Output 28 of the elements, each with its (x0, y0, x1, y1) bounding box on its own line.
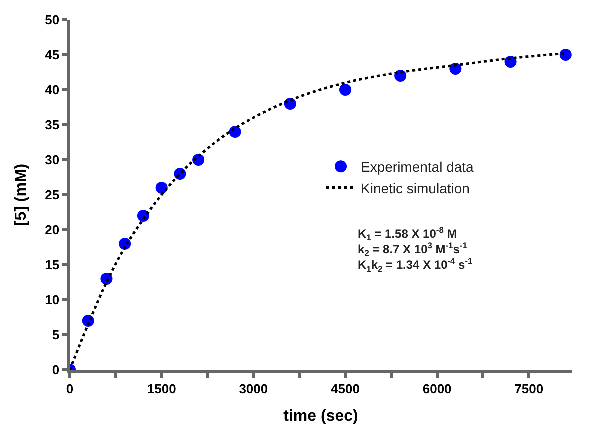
x-tick-label: 1500 (147, 381, 176, 396)
point (156, 182, 168, 194)
y-axis-title: [5] (mM) (13, 164, 30, 226)
y-tick-label: 40 (45, 82, 60, 98)
y-tick-label: 45 (45, 48, 60, 63)
point (450, 63, 462, 75)
annotation: K$_{1}$ = 1.58 X 10$^{-8}$ M (358, 225, 458, 243)
y-tick-label: 20 (45, 222, 60, 238)
x-tick-label: 6000 (422, 381, 452, 396)
annotation: k$_{2}$ = 8.7 X 10$^{3}$ M$^{-1}$s$^{-1}$ (358, 240, 468, 258)
x-tick-label: 3000 (239, 381, 268, 396)
y-tick-label: 5 (52, 328, 60, 343)
y-tick-label: 35 (45, 118, 60, 133)
y-tick-label: 10 (45, 292, 60, 308)
x-tick-label: 0 (66, 381, 74, 396)
legend-label: Kinetic simulation (361, 180, 470, 196)
y-tick-label: 15 (45, 258, 60, 273)
y-tick-label: 0 (52, 362, 60, 378)
x-axis-title: time (sec) (284, 408, 358, 426)
annotation: K$_{1}$k$_{2}$ = 1.34 X 10$^{-4}$ s$^{-1}$ (358, 256, 474, 274)
point (560, 49, 572, 61)
x-tick-label: 7500 (514, 381, 544, 396)
y-tick-label: 30 (45, 152, 60, 168)
legend-label: Experimental data (361, 159, 474, 176)
point (339, 84, 352, 96)
x-tick-label: 4500 (331, 381, 360, 396)
y-tick-label: 50 (45, 12, 60, 28)
y-tick-label: 25 (45, 188, 60, 203)
